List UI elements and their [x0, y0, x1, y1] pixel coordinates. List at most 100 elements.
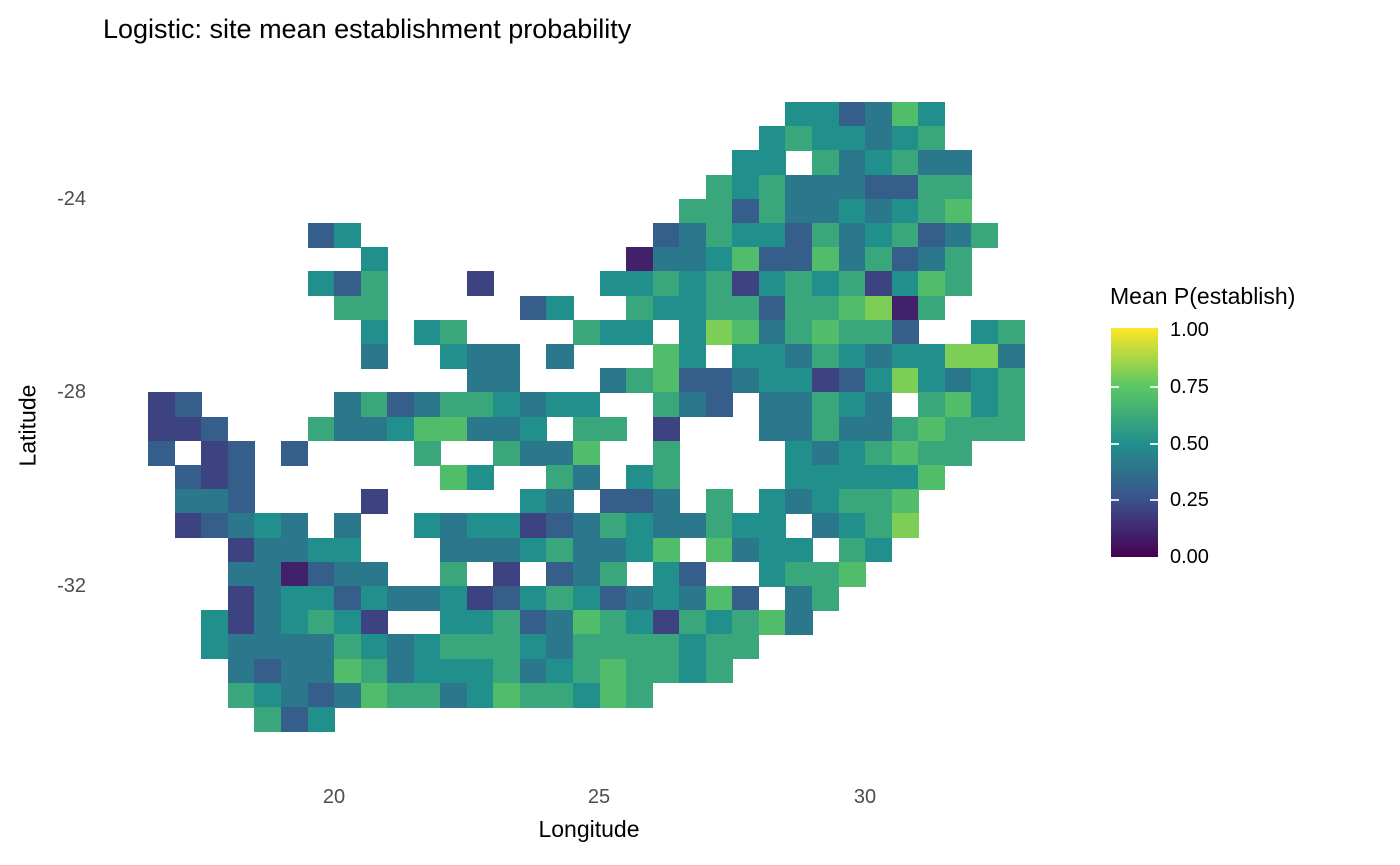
map-tile — [466, 416, 494, 442]
map-tile — [227, 610, 255, 635]
map-tile — [891, 271, 919, 297]
map-tile — [174, 513, 202, 539]
map-tile — [466, 682, 494, 708]
map-tile — [891, 126, 919, 151]
map-tile — [865, 416, 893, 442]
map-tile — [811, 271, 840, 297]
map-tile — [944, 368, 972, 393]
map-tile — [997, 392, 1025, 418]
map-tile — [944, 247, 972, 272]
map-tile — [811, 295, 840, 321]
map-tile — [811, 392, 840, 418]
map-tile — [546, 392, 574, 418]
map-tile — [413, 658, 441, 684]
map-tile — [360, 682, 388, 708]
map-tile — [493, 586, 521, 611]
map-tile — [227, 586, 255, 611]
map-tile — [811, 319, 840, 345]
map-tile — [519, 634, 548, 660]
map-tile — [440, 465, 468, 490]
map-tile — [652, 634, 680, 660]
map-tile — [811, 440, 840, 466]
map-tile — [174, 489, 202, 514]
map-tile — [758, 271, 786, 297]
map-tile — [493, 610, 521, 635]
map-tile — [519, 489, 548, 514]
map-tile — [280, 537, 309, 563]
map-tile — [626, 537, 654, 563]
map-tile — [785, 247, 813, 272]
map-tile — [997, 368, 1025, 393]
map-tile — [865, 392, 893, 418]
map-tile — [440, 586, 468, 611]
legend-tick-mark — [1150, 442, 1158, 445]
map-tile — [838, 392, 866, 418]
map-tile — [785, 344, 813, 369]
map-tile — [944, 416, 972, 442]
map-tile — [918, 465, 946, 490]
map-tile — [918, 392, 946, 418]
map-tile — [599, 319, 627, 345]
map-tile — [174, 465, 202, 490]
map-tile — [466, 658, 494, 684]
map-tile — [838, 440, 866, 466]
map-tile — [758, 537, 786, 563]
map-tile — [307, 537, 335, 563]
map-tile — [758, 610, 786, 635]
map-tile — [307, 586, 335, 611]
map-tile — [519, 392, 548, 418]
map-tile — [254, 610, 282, 635]
map-tile — [334, 537, 362, 563]
map-tile — [254, 634, 282, 660]
map-tile — [652, 344, 680, 369]
map-tile — [573, 682, 601, 708]
map-tile — [758, 392, 786, 418]
x-axis-title: Longitude — [538, 816, 640, 842]
map-tile — [493, 658, 521, 684]
map-tile — [679, 610, 707, 635]
map-tile — [891, 223, 919, 248]
map-tile — [944, 150, 972, 176]
map-tile — [280, 707, 309, 732]
map-tile — [891, 150, 919, 176]
legend-tick-label: 0.00 — [1170, 546, 1209, 568]
map-tile — [626, 610, 654, 635]
map-tile — [758, 223, 786, 248]
map-tile — [705, 610, 733, 635]
map-tile — [307, 561, 335, 587]
map-tile — [838, 513, 866, 539]
map-tile — [811, 489, 840, 514]
map-tile — [387, 634, 415, 660]
map-tile — [546, 610, 574, 635]
map-tile — [652, 440, 680, 466]
map-tile — [838, 102, 866, 127]
map-tile — [838, 319, 866, 345]
map-tile — [466, 392, 494, 418]
map-tile — [865, 368, 893, 393]
map-tile — [705, 174, 733, 200]
map-tile — [944, 223, 972, 248]
map-tile — [811, 102, 840, 127]
y-axis-tick-label: -24 — [57, 188, 86, 210]
map-tile — [679, 561, 707, 587]
map-tile — [891, 319, 919, 345]
map-tile — [440, 344, 468, 369]
map-tile — [334, 392, 362, 418]
map-tile — [493, 561, 521, 587]
map-tile — [440, 416, 468, 442]
map-tile — [918, 126, 946, 151]
map-tile — [334, 223, 362, 248]
map-tile — [891, 344, 919, 369]
map-tile — [652, 465, 680, 490]
map-tile — [599, 537, 627, 563]
map-tile — [599, 586, 627, 611]
map-tile — [971, 392, 999, 418]
map-tile — [865, 174, 893, 200]
map-tile — [440, 537, 468, 563]
map-tile — [413, 440, 441, 466]
map-tile — [705, 271, 733, 297]
map-tile — [334, 295, 362, 321]
map-tile — [227, 682, 255, 708]
map-tile — [626, 586, 654, 611]
map-tile — [227, 465, 255, 490]
